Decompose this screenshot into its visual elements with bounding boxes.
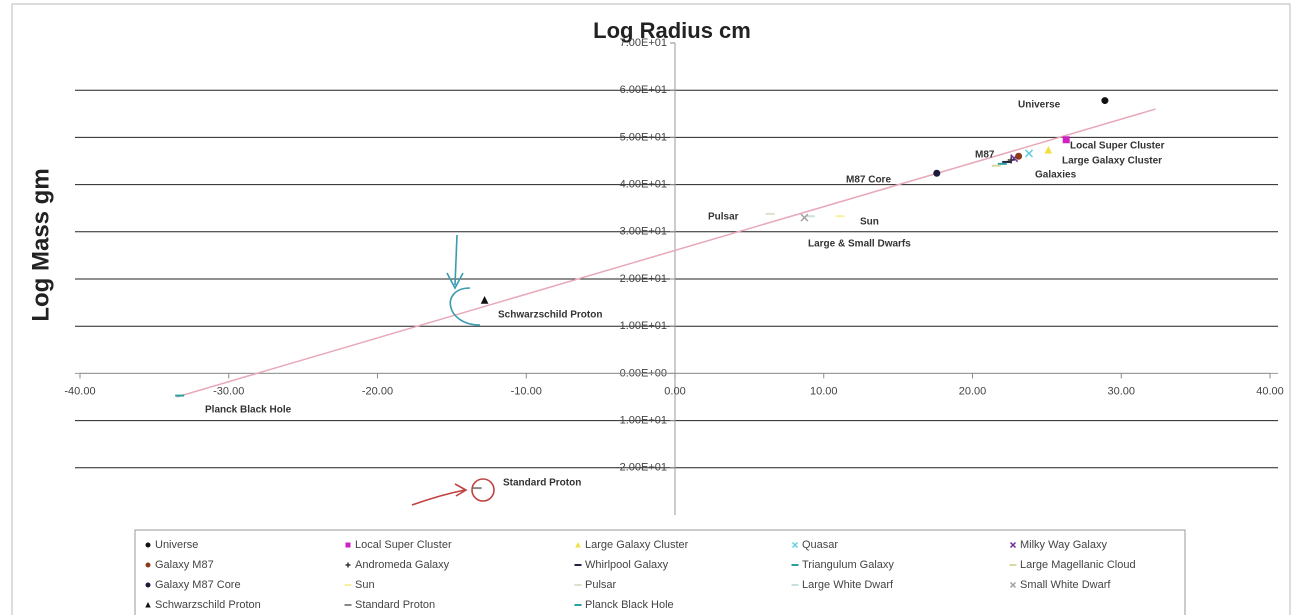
y-tick-label: 1.00E+01 xyxy=(620,320,667,332)
x-tick-label: 30.00 xyxy=(1107,385,1135,397)
x-tick-label: 40.00 xyxy=(1256,385,1284,397)
marker xyxy=(1015,152,1023,160)
legend-label: Large Galaxy Cluster xyxy=(585,539,689,551)
legend-symbol xyxy=(345,542,351,548)
y-tick-label: 7.00E+01 xyxy=(620,37,667,49)
marker xyxy=(1044,145,1053,154)
y-tick-label: 2.00E+01 xyxy=(620,273,667,285)
x-tick-label: -30.00 xyxy=(213,385,244,397)
annotation: Universe xyxy=(1018,100,1061,111)
marker xyxy=(800,213,809,222)
legend-symbol xyxy=(145,562,151,568)
legend-label: Galaxy M87 xyxy=(155,559,214,571)
legend-label: Andromeda Galaxy xyxy=(355,559,450,571)
legend-label: Sun xyxy=(355,579,375,591)
trendline xyxy=(176,108,1156,398)
legend-label: Milky Way Galaxy xyxy=(1020,539,1107,551)
legend-symbol xyxy=(145,602,151,608)
x-tick-label: -10.00 xyxy=(511,385,542,397)
y-tick-label: -1.00E+01 xyxy=(616,415,667,427)
plot-area: -2.00E+01-1.00E+010.00E+001.00E+012.00E+… xyxy=(64,37,1284,515)
legend-label: Galaxy M87 Core xyxy=(155,579,241,591)
legend-label: Schwarzschild Proton xyxy=(155,599,261,611)
legend-symbol xyxy=(1009,581,1017,589)
annotation: Galaxies xyxy=(1035,170,1077,181)
legend-label: Small White Dwarf xyxy=(1020,579,1111,591)
arrow xyxy=(446,234,464,290)
x-tick-label: -40.00 xyxy=(64,385,95,397)
x-tick-label: 20.00 xyxy=(959,385,987,397)
legend-label: Pulsar xyxy=(585,579,617,591)
circle-mark xyxy=(471,478,495,502)
marker xyxy=(1062,136,1070,144)
marker xyxy=(480,296,489,304)
chart-title: Log Radius cm xyxy=(593,18,751,43)
annotation: Sun xyxy=(860,217,879,228)
annotation: Pulsar xyxy=(708,212,739,223)
legend xyxy=(134,529,1186,615)
annotation: Standard Proton xyxy=(503,478,581,489)
annotation: Local Super Cluster xyxy=(1070,141,1165,152)
annotation: M87 xyxy=(975,150,995,161)
marker xyxy=(1024,149,1034,158)
y-tick-label: 6.00E+01 xyxy=(620,84,667,96)
legend-label: Local Super Cluster xyxy=(355,539,452,551)
legend-label: Planck Black Hole xyxy=(585,599,674,611)
x-tick-label: 10.00 xyxy=(810,385,838,397)
legend-symbol xyxy=(145,582,151,588)
x-tick-label: -20.00 xyxy=(362,385,393,397)
legend-label: Quasar xyxy=(802,539,838,551)
hand-drawn-marks xyxy=(411,234,495,506)
legend-symbol xyxy=(575,542,581,548)
annotation: Planck Black Hole xyxy=(205,405,292,416)
legend-label: Large White Dwarf xyxy=(802,579,894,591)
legend-label: Standard Proton xyxy=(355,599,435,611)
arrow xyxy=(411,483,468,506)
y-tick-label: 4.00E+01 xyxy=(620,179,667,191)
y-tick-label: -2.00E+01 xyxy=(616,462,667,474)
y-tick-label: 5.00E+01 xyxy=(620,131,667,143)
y-tick-label: 3.00E+01 xyxy=(620,226,667,238)
annotation: Schwarzschild Proton xyxy=(498,310,602,321)
legend-symbol xyxy=(791,541,799,549)
circle-mark xyxy=(449,287,481,326)
marker xyxy=(933,169,941,177)
annotation: Large & Small Dwarfs xyxy=(808,239,911,250)
legend-symbol xyxy=(1009,541,1017,549)
y-axis-label: Log Mass gm xyxy=(27,168,54,321)
legend-label: Large Magellanic Cloud xyxy=(1020,559,1136,571)
annotation: M87 Core xyxy=(846,175,891,186)
legend-label: Whirlpool Galaxy xyxy=(585,559,669,571)
x-tick-label: 0.00 xyxy=(664,385,685,397)
legend-symbol xyxy=(145,542,151,548)
marker xyxy=(1101,97,1109,105)
annotation: Large Galaxy Cluster xyxy=(1062,156,1162,167)
legend-label: Universe xyxy=(155,539,198,551)
frame xyxy=(11,3,1291,615)
legend-symbol xyxy=(345,562,351,568)
legend-label: Triangulum Galaxy xyxy=(802,559,894,571)
